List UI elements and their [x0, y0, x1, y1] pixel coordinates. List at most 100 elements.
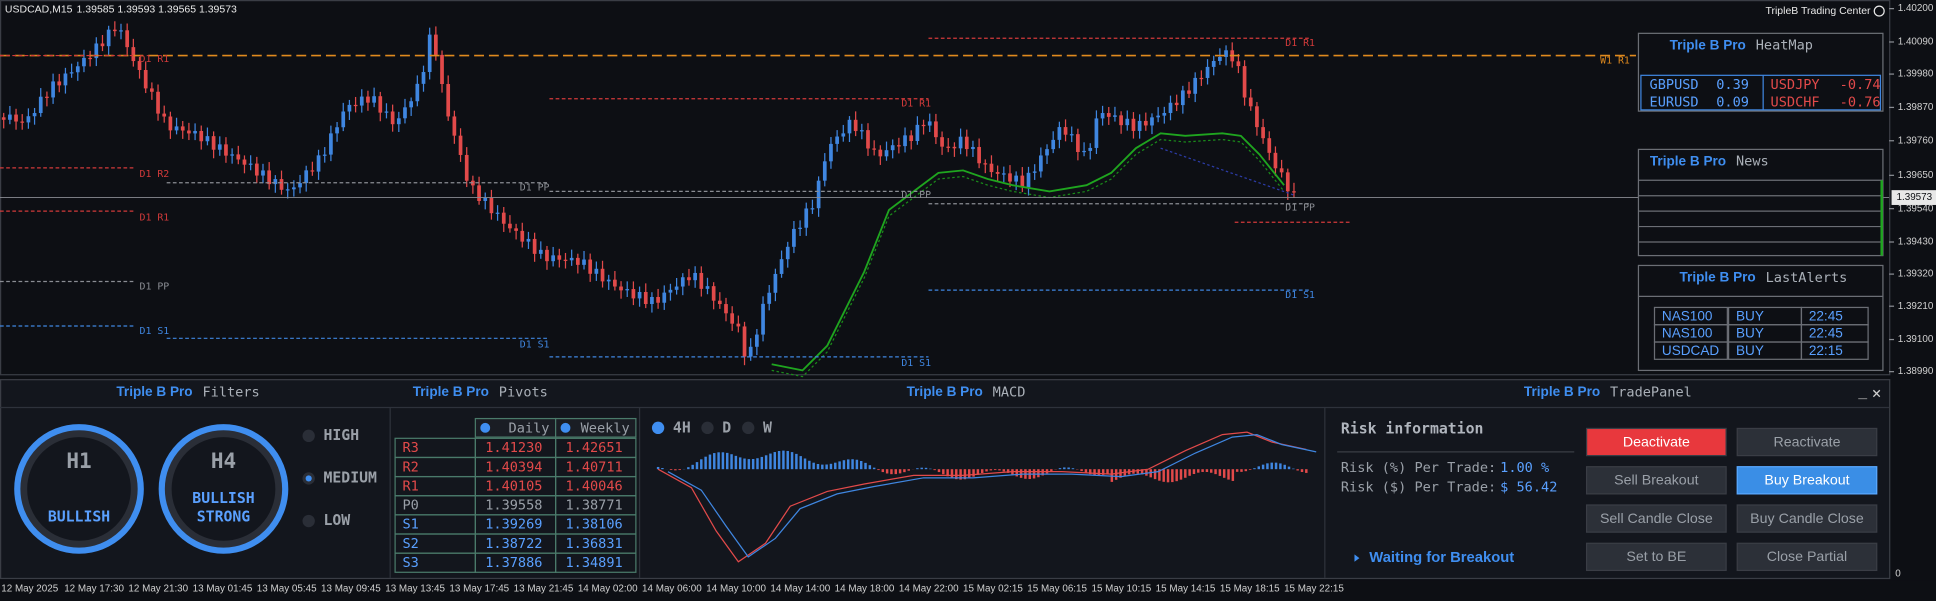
cell: R1	[403, 478, 419, 494]
table-frame	[1640, 74, 1882, 111]
candle-body	[594, 268, 599, 274]
candle-body	[1076, 134, 1080, 153]
price-label: 1.39100	[1898, 334, 1934, 345]
candle-body	[532, 238, 537, 254]
candle-body	[1, 117, 6, 120]
gauge-track	[14, 424, 144, 554]
candle-body	[193, 131, 197, 134]
candle-body	[1199, 77, 1204, 80]
button-label[interactable]: Buy Candle Close	[1750, 511, 1864, 527]
table-cell	[1800, 341, 1869, 360]
candle-body	[699, 272, 704, 289]
button-label[interactable]: Deactivate	[1623, 434, 1690, 450]
candle-body	[483, 197, 488, 201]
button-label[interactable]: Buy Breakout	[1764, 473, 1849, 489]
candle-body	[520, 230, 525, 242]
candle-body	[304, 170, 309, 184]
radio[interactable]	[701, 421, 714, 434]
candle-body	[150, 88, 154, 92]
button[interactable]	[1736, 427, 1878, 457]
candle-body	[57, 81, 62, 86]
button-label[interactable]: Sell Candle Close	[1600, 511, 1713, 527]
option[interactable]: LOW	[323, 512, 350, 529]
button[interactable]	[1585, 542, 1727, 572]
candle-body	[1255, 106, 1259, 128]
time-label: 15 May 14:15	[1156, 584, 1216, 595]
button[interactable]	[1736, 504, 1878, 533]
level-label: D1 S1	[901, 358, 931, 369]
candle-body	[211, 136, 216, 150]
button-label[interactable]: Reactivate	[1773, 434, 1840, 450]
radio-dot	[305, 475, 312, 482]
candle-body	[199, 131, 204, 142]
candle-body	[440, 54, 444, 85]
timeframe: H4	[211, 449, 236, 473]
candle-body	[26, 116, 31, 123]
risk-value: $ 56.42	[1500, 480, 1557, 496]
candle-body	[236, 154, 241, 160]
timeframe[interactable]: W	[763, 419, 772, 436]
timeframe[interactable]: 4H	[673, 419, 691, 436]
candle-body	[631, 289, 636, 299]
button[interactable]	[1585, 427, 1727, 457]
title: MACD	[993, 385, 1026, 401]
candle-body	[1174, 102, 1179, 106]
candle-body	[489, 197, 494, 214]
candle-body	[989, 163, 994, 173]
timeframe[interactable]: D	[722, 419, 731, 436]
candle-body	[1051, 139, 1056, 150]
radio[interactable]	[302, 514, 315, 528]
time-label: 13 May 17:45	[449, 584, 509, 595]
candle-body	[143, 69, 148, 89]
button[interactable]	[1585, 504, 1727, 533]
button[interactable]	[1736, 542, 1878, 572]
button-label[interactable]: Set to BE	[1626, 549, 1686, 565]
candle-body	[1218, 56, 1222, 61]
button[interactable]	[1736, 466, 1878, 495]
candle-body	[946, 146, 951, 148]
time-label: 14 May 06:00	[642, 584, 702, 595]
candle-body	[427, 34, 432, 73]
candle-body	[835, 136, 839, 144]
candle-body	[1131, 118, 1136, 131]
cell: P0	[403, 498, 419, 514]
time-label: 13 May 05:45	[257, 584, 317, 595]
candle-body	[106, 29, 111, 47]
radio[interactable]	[742, 421, 755, 434]
candle-body	[600, 268, 605, 282]
option[interactable]: HIGH	[323, 427, 359, 444]
button-label[interactable]: Sell Breakout	[1614, 473, 1698, 489]
radio[interactable]	[651, 421, 665, 434]
time-label: 12 May 2025	[1, 584, 59, 595]
candle-body	[396, 118, 401, 125]
candle-body	[643, 291, 648, 305]
time-label: 14 May 14:00	[770, 584, 830, 595]
candle-body	[755, 334, 759, 347]
radio[interactable]	[302, 429, 315, 443]
close-button[interactable]: ×	[1872, 383, 1882, 402]
risk-label: Risk ($) Per Trade:	[1341, 480, 1496, 496]
candle-body	[433, 34, 438, 55]
candle-body	[687, 277, 691, 281]
table-cell	[554, 552, 637, 573]
option[interactable]: MEDIUM	[323, 469, 377, 486]
time-axis	[0, 580, 1936, 601]
symbol: GBPUSD	[1650, 77, 1699, 93]
candle-body	[1063, 127, 1068, 135]
candle-body	[329, 133, 333, 155]
indicator-line	[771, 138, 1285, 378]
candle-body	[1180, 90, 1185, 106]
sub-axis-label: 0	[1895, 569, 1901, 580]
button[interactable]	[1585, 466, 1727, 495]
candle-body	[298, 183, 302, 188]
price-label: 1.40200	[1898, 3, 1934, 14]
button-label[interactable]: Close Partial	[1767, 549, 1847, 565]
candle-body	[804, 208, 809, 228]
candle-body	[847, 119, 852, 134]
candle-body	[310, 170, 315, 172]
minimize-button[interactable]: _	[1858, 382, 1867, 399]
candle-body	[650, 296, 654, 305]
candle-body	[8, 114, 12, 120]
cell: 1.38106	[565, 517, 622, 533]
